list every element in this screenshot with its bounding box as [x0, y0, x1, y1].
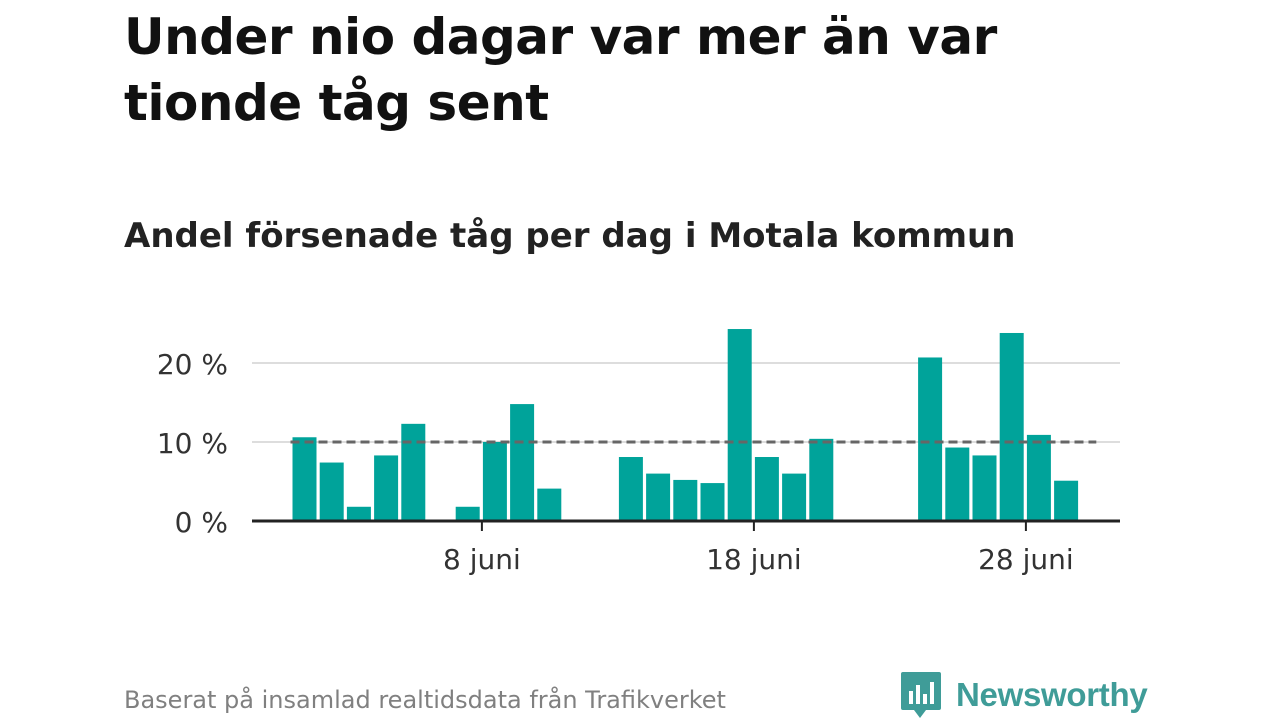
- bar: [1026, 434, 1051, 521]
- bar: [1054, 480, 1079, 521]
- bar: [809, 438, 834, 521]
- source-note: Baserat på insamlad realtidsdata från Tr…: [124, 686, 726, 714]
- bar: [754, 457, 779, 521]
- bar: [510, 404, 535, 521]
- bar: [482, 442, 507, 521]
- x-tick-label: 28 juni: [978, 543, 1074, 576]
- y-tick-label: 0 %: [175, 506, 228, 539]
- bar: [374, 455, 399, 521]
- y-tick-label: 10 %: [157, 427, 228, 460]
- bar: [727, 329, 752, 521]
- chart-title: Under nio dagar var mer än var tionde tå…: [124, 8, 997, 132]
- bar: [918, 357, 943, 521]
- bar: [319, 462, 344, 521]
- bar: [673, 479, 698, 521]
- bar: [455, 506, 480, 521]
- x-tick-label: 18 juni: [706, 543, 802, 576]
- bar: [292, 437, 317, 521]
- y-tick-label: 20 %: [157, 348, 228, 381]
- bar: [646, 473, 671, 521]
- bar: [346, 506, 371, 521]
- bar: [945, 447, 970, 521]
- bar: [618, 457, 643, 521]
- bar: [782, 473, 807, 521]
- bar: [700, 483, 725, 521]
- bar: [999, 332, 1024, 521]
- chart-subtitle: Andel försenade tåg per dag i Motala kom…: [124, 216, 1016, 256]
- logo-text: Newsworthy: [956, 676, 1148, 713]
- bar: [537, 488, 562, 521]
- bar: [401, 423, 426, 521]
- bar: [972, 455, 997, 521]
- newsworthy-logo-icon: [901, 672, 941, 718]
- newsworthy-logo: Newsworthy: [900, 670, 1148, 720]
- x-tick-label: 8 juni: [443, 543, 521, 576]
